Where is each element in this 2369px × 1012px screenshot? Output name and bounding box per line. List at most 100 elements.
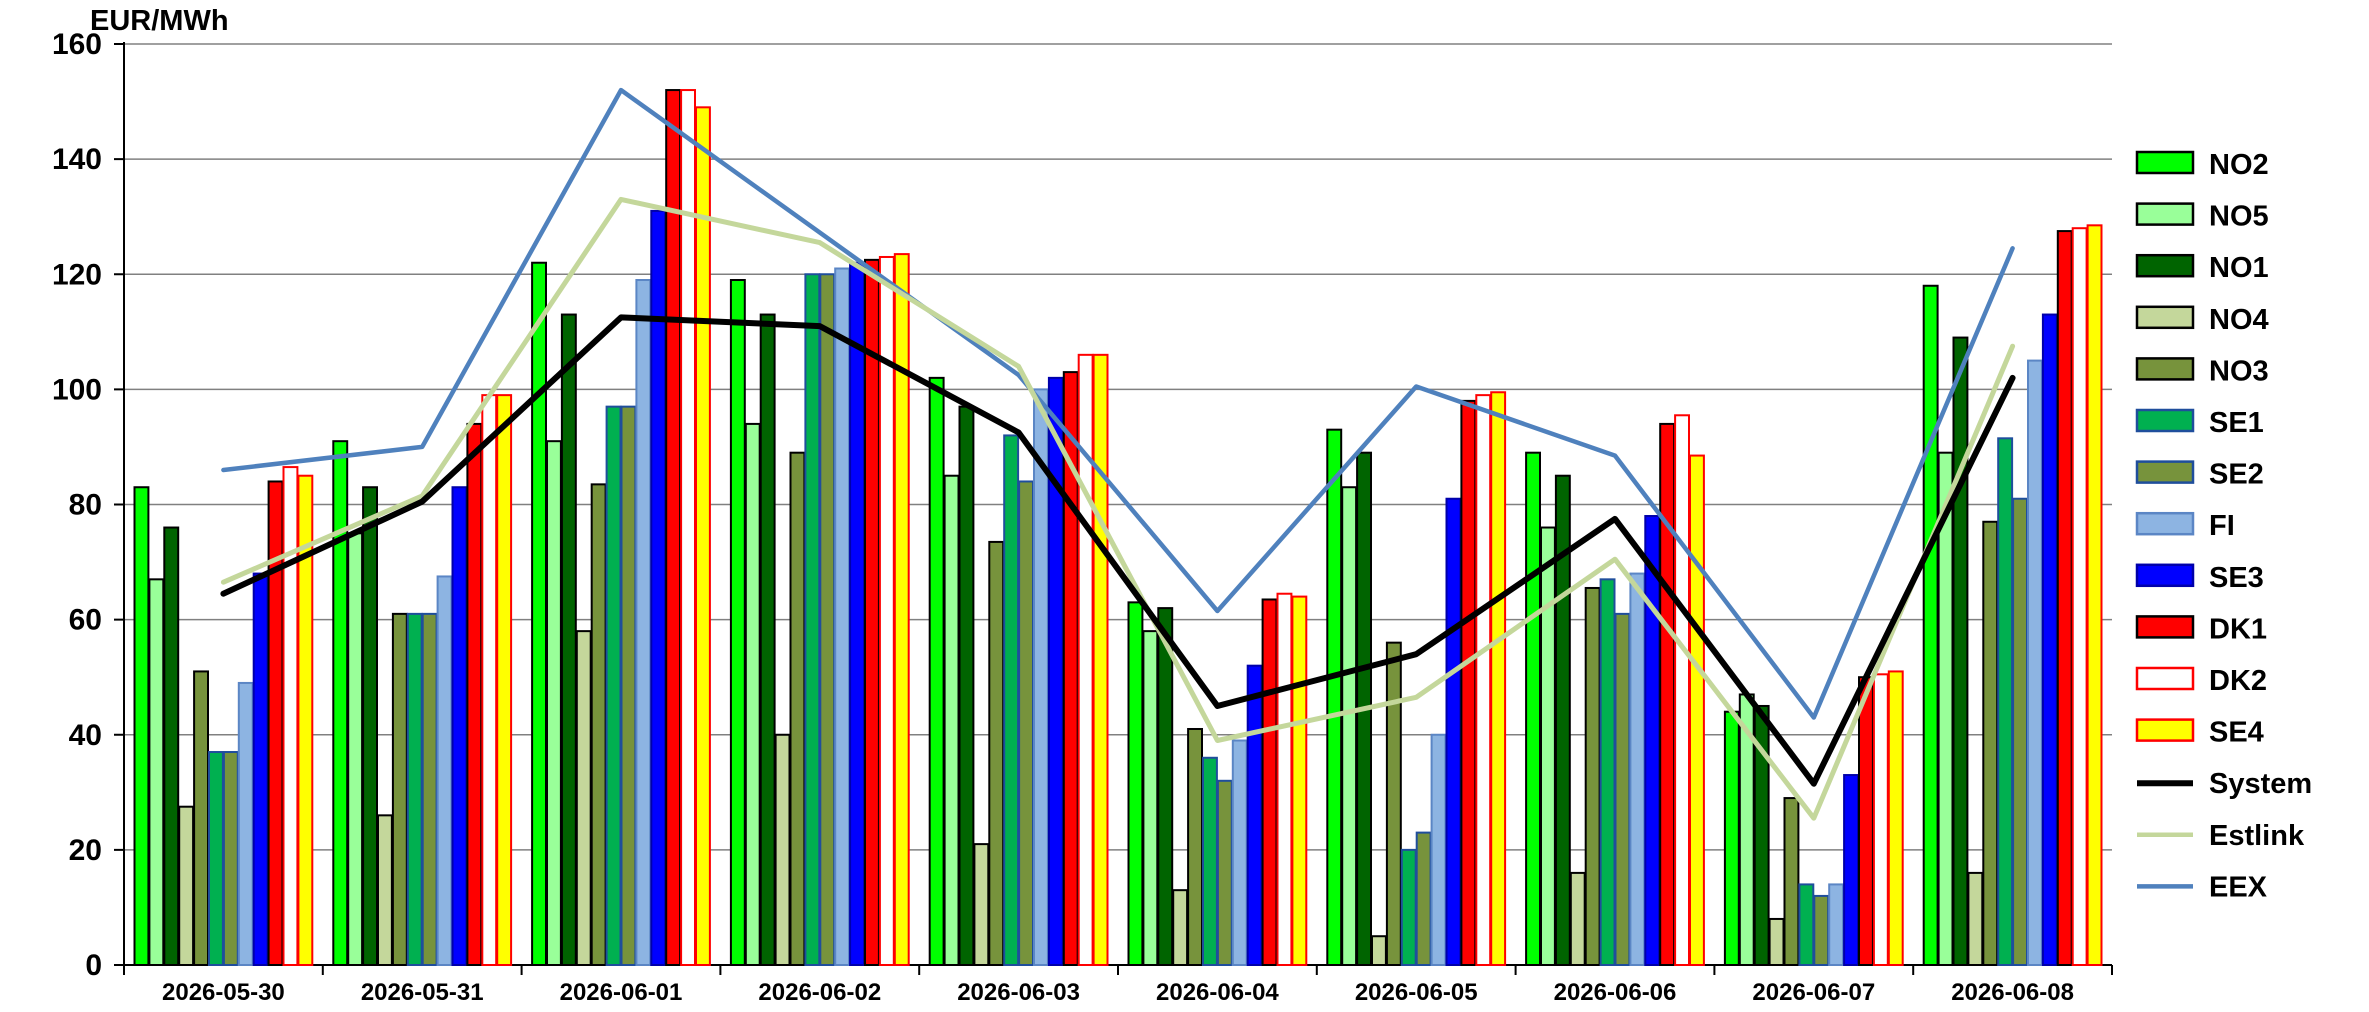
legend-swatch-no3 <box>2135 357 2195 381</box>
bar-no3 <box>1584 586 1601 966</box>
bar-se1 <box>208 751 224 966</box>
bar-dk1 <box>2056 230 2073 966</box>
bar-no2 <box>1723 710 1740 966</box>
bar-no5 <box>148 578 165 966</box>
bar-dk2 <box>1674 414 1690 966</box>
bar-se4 <box>893 253 910 966</box>
bar-no2 <box>1326 428 1343 966</box>
bar-dk1 <box>665 89 682 967</box>
bar-dk1 <box>1460 399 1477 966</box>
legend-swatch-se1 <box>2135 408 2195 433</box>
y-tick-label: 140 <box>52 143 102 176</box>
bar-se1 <box>1202 756 1218 967</box>
legend-label-fi: FI <box>2209 510 2235 542</box>
legend-label-eex: EEX <box>2209 871 2268 903</box>
legend-label-se1: SE1 <box>2209 407 2264 439</box>
bar-no5 <box>347 532 364 966</box>
legend-swatch-no5 <box>2135 202 2195 226</box>
bar-se1 <box>1997 437 2014 967</box>
bar-no5 <box>744 422 761 967</box>
line-estlink <box>220 196 2016 821</box>
bar-se2 <box>1813 894 1830 966</box>
x-tick-label: 2026-05-31 <box>361 979 484 1006</box>
x-tick-label: 2026-06-03 <box>957 979 1080 1006</box>
bar-dk2 <box>2071 227 2088 966</box>
bar-se2 <box>620 405 637 966</box>
legend-label-estlink: Estlink <box>2209 820 2305 852</box>
bar-no2 <box>332 440 349 966</box>
bar-se4 <box>1887 670 1904 967</box>
bar-no3 <box>1187 727 1203 967</box>
bar-fi <box>2027 359 2043 966</box>
y-tick-label: 40 <box>69 719 102 752</box>
x-tick-label: 2026-06-01 <box>560 979 683 1006</box>
bar-se2 <box>2012 497 2028 966</box>
x-tick-label: 2026-06-07 <box>1752 979 1875 1006</box>
bar-no4 <box>774 733 791 966</box>
legend-label-no5: NO5 <box>2209 201 2269 233</box>
bar-se1 <box>1599 578 1616 966</box>
bar-no4 <box>1371 935 1387 966</box>
bar-se3 <box>2041 313 2058 966</box>
line-eex <box>221 87 2015 720</box>
bar-no1 <box>163 526 180 967</box>
bar-se3 <box>252 572 269 966</box>
legend-label-no1: NO1 <box>2209 252 2269 284</box>
legend-label-system: System <box>2209 768 2312 800</box>
legend-swatch-se4 <box>2135 718 2195 742</box>
bar-no1 <box>560 313 577 966</box>
y-tick-label: 160 <box>52 28 102 61</box>
bar-no2 <box>1922 284 1939 966</box>
bar-se3 <box>849 261 865 966</box>
bar-no3 <box>1783 797 1800 966</box>
x-tick-label: 2026-05-30 <box>162 979 285 1006</box>
x-tick-label: 2026-06-06 <box>1554 979 1677 1006</box>
legend-swatch-fi <box>2135 511 2195 536</box>
bar-no3 <box>988 540 1005 967</box>
bar-fi <box>635 279 652 967</box>
bar-no3 <box>590 483 607 966</box>
bar-no3 <box>391 612 408 967</box>
bar-dk2 <box>1475 394 1492 967</box>
bar-se2 <box>1216 779 1233 966</box>
bar-se2 <box>1415 831 1432 967</box>
y-tick-label: 100 <box>52 373 102 406</box>
bar-se1 <box>1003 434 1020 966</box>
bar-se3 <box>1843 774 1859 967</box>
bar-dk1 <box>267 480 284 966</box>
bar-fi <box>436 575 453 966</box>
bar-no5 <box>943 474 960 966</box>
bar-fi <box>1231 739 1248 966</box>
bar-se1 <box>605 405 622 966</box>
legend-label-se2: SE2 <box>2209 459 2264 491</box>
bar-se4 <box>1092 353 1109 966</box>
legend-swatch-no2 <box>2135 150 2195 175</box>
bar-no2 <box>1127 601 1144 966</box>
y-tick-label: 60 <box>69 604 102 637</box>
bar-dk1 <box>864 258 880 966</box>
bar-se1 <box>1798 883 1815 966</box>
bar-se4 <box>496 394 513 967</box>
bar-no4 <box>1569 871 1586 967</box>
x-tick-label: 2026-06-04 <box>1156 979 1279 1006</box>
bar-dk1 <box>1858 676 1874 966</box>
bar-se4 <box>695 106 711 967</box>
bar-dk2 <box>1872 673 1889 966</box>
bar-fi <box>1033 388 1049 966</box>
bar-dk2 <box>282 466 299 966</box>
bar-se1 <box>804 273 821 966</box>
bar-no4 <box>1967 871 1984 967</box>
y-tick-label: 20 <box>69 834 102 867</box>
legend-swatch-dk1 <box>2135 615 2195 639</box>
y-tick-label: 120 <box>52 258 102 291</box>
bar-se2 <box>1018 480 1034 966</box>
bar-no3 <box>1982 520 1999 966</box>
bar-se4 <box>1689 454 1705 966</box>
bar-se3 <box>451 486 468 966</box>
bar-se2 <box>1614 612 1631 967</box>
legend-label-dk1: DK1 <box>2209 613 2267 645</box>
x-tick-label: 2026-06-02 <box>758 979 881 1006</box>
bar-dk2 <box>1276 592 1293 966</box>
x-tick-label: 2026-06-05 <box>1355 979 1478 1006</box>
